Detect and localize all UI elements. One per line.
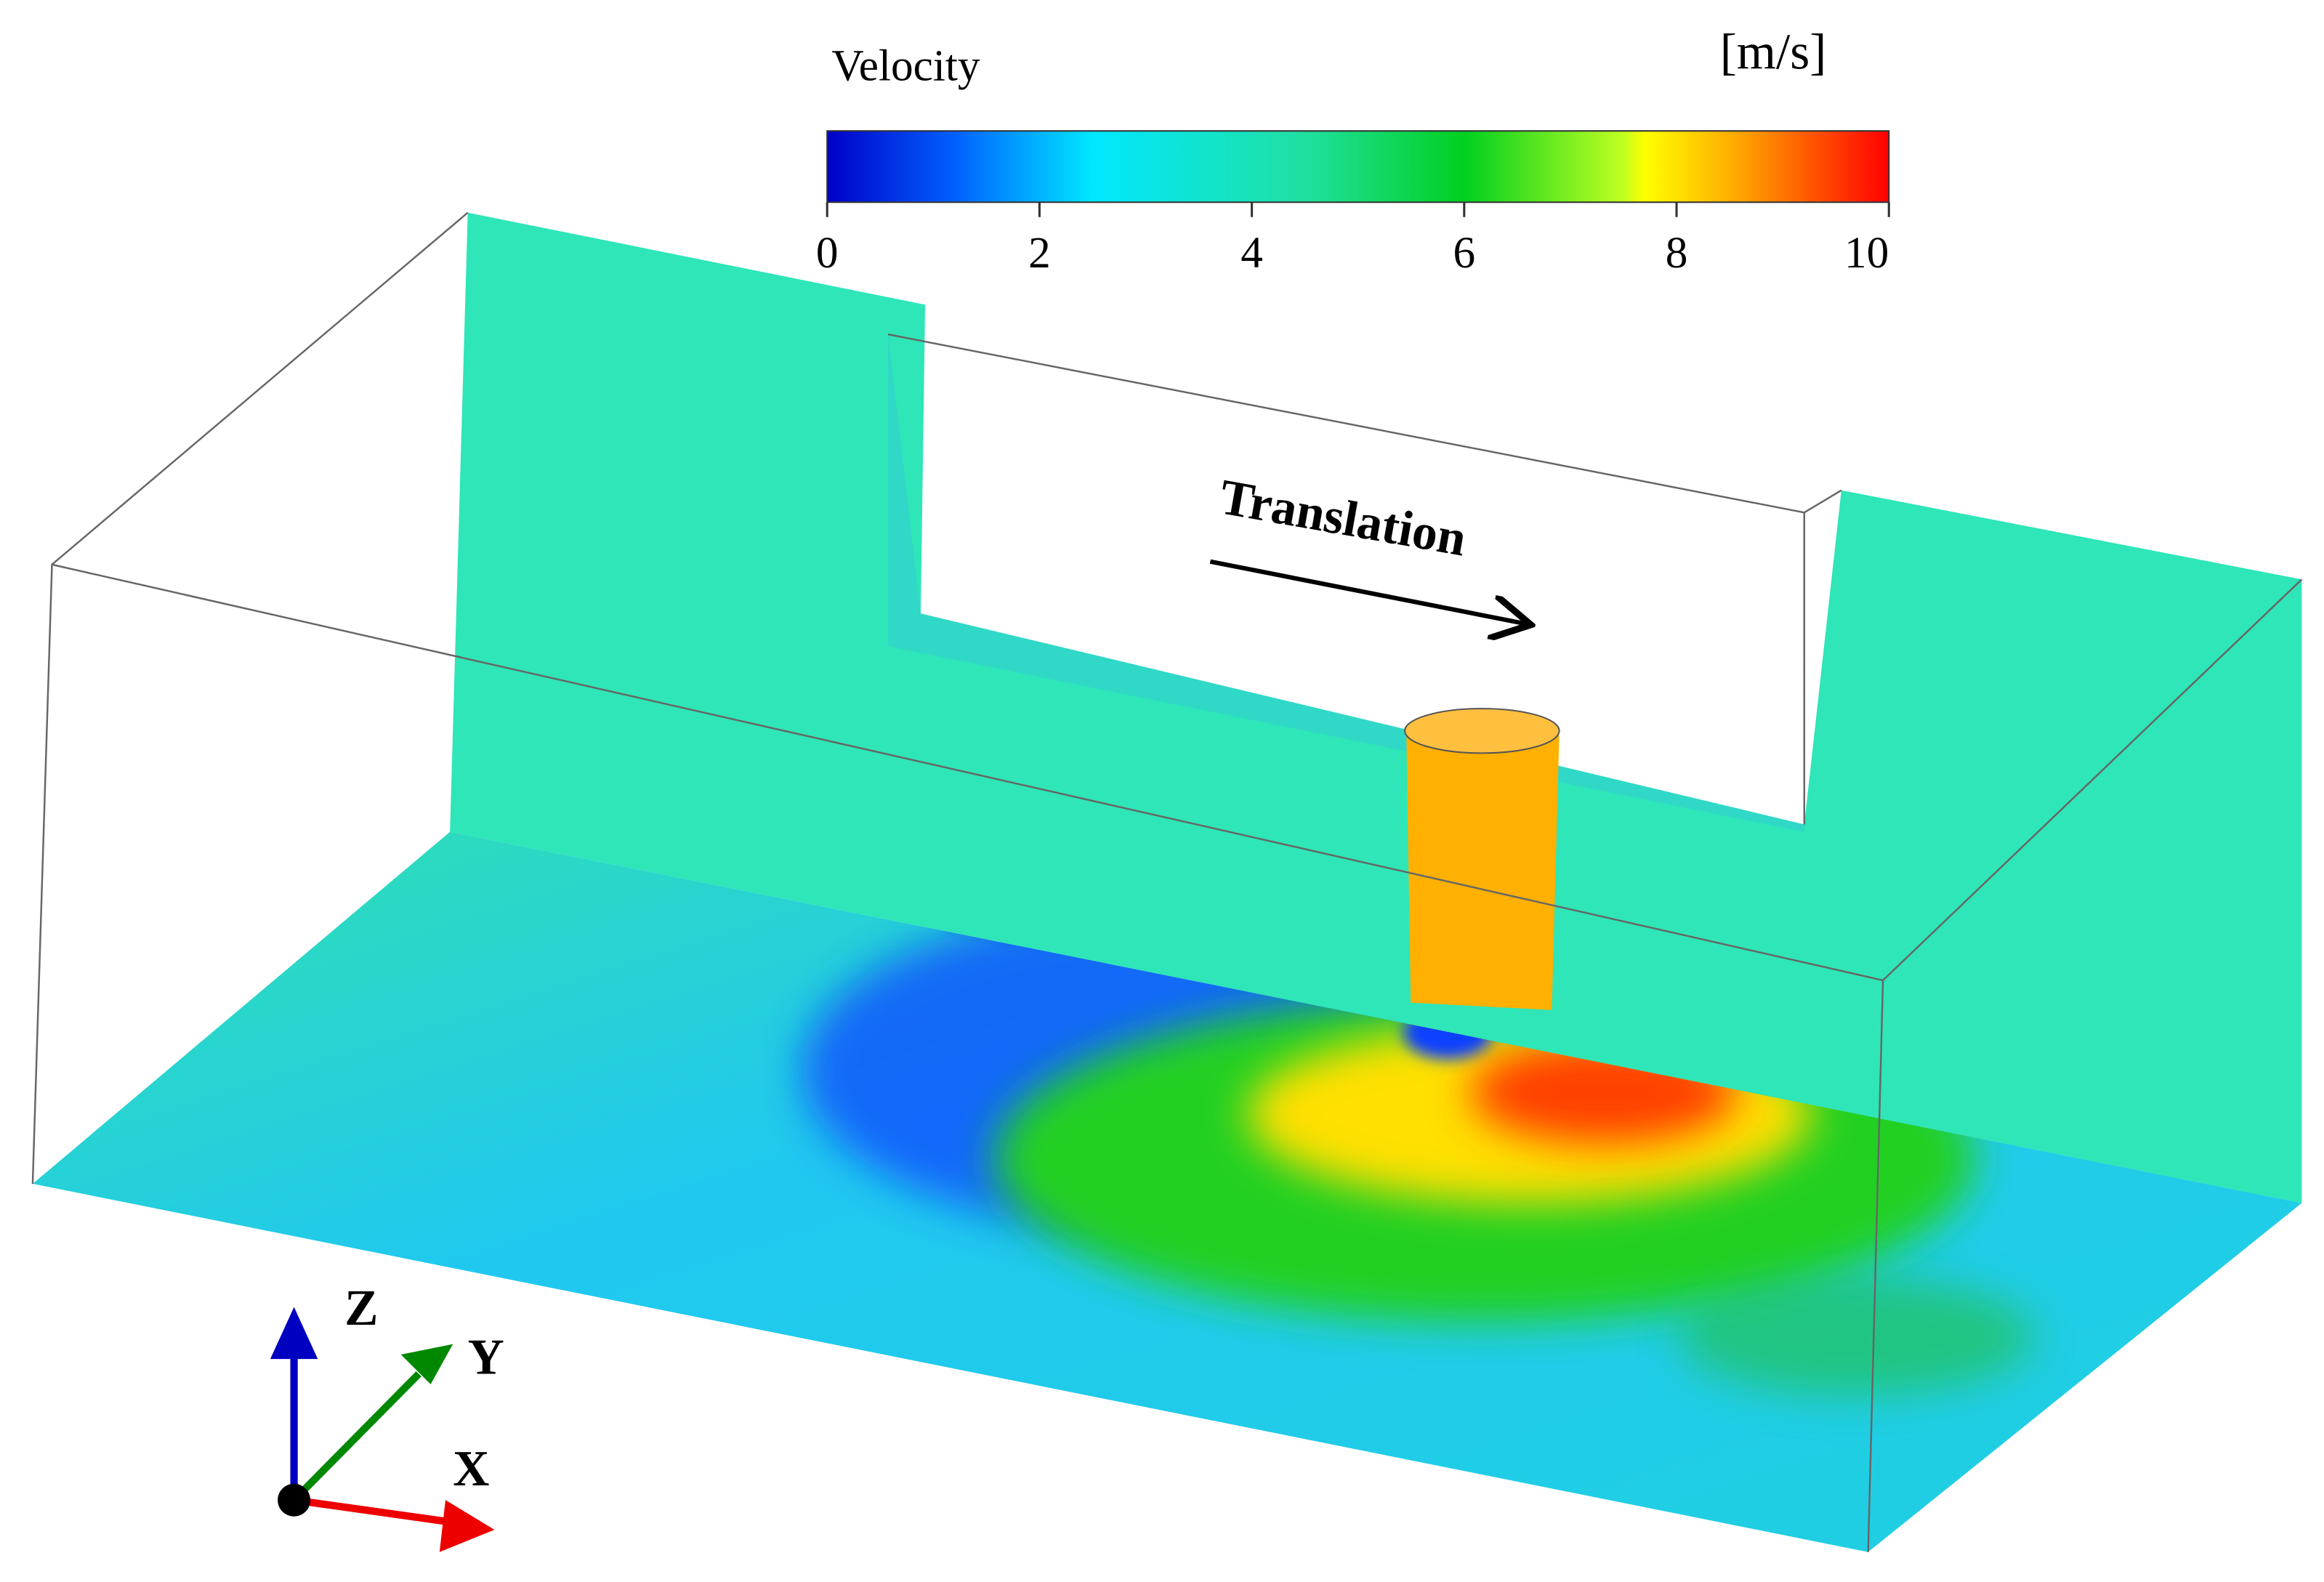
tick-label: 8 xyxy=(1666,228,1688,278)
tick-label: 2 xyxy=(1028,228,1051,278)
annotation: Translation xyxy=(1216,469,1470,567)
axes-triad xyxy=(270,1307,495,1552)
colorbar-title: Velocity xyxy=(831,41,980,91)
axis-label-y: Y xyxy=(468,1330,504,1386)
notch-edge xyxy=(887,334,1804,832)
back-wall xyxy=(450,212,2302,1203)
wireframe xyxy=(31,211,2303,1552)
axis-label-z: Z xyxy=(344,1280,378,1336)
tick-label: 0 xyxy=(816,228,839,278)
colorbar-unit: [m/s] xyxy=(1720,24,1827,80)
tick-label: 10 xyxy=(1844,228,1889,278)
tick-label: 6 xyxy=(1453,228,1476,278)
rotor-trace xyxy=(1406,727,1560,1010)
arrow xyxy=(1209,559,1526,624)
axis-label-x: X xyxy=(453,1441,489,1497)
colorbar xyxy=(826,130,1890,203)
tick-label: 4 xyxy=(1240,228,1263,278)
colorbar-ticks: 0 2 4 6 8 10 xyxy=(816,202,1890,278)
rotor xyxy=(1404,708,1560,754)
